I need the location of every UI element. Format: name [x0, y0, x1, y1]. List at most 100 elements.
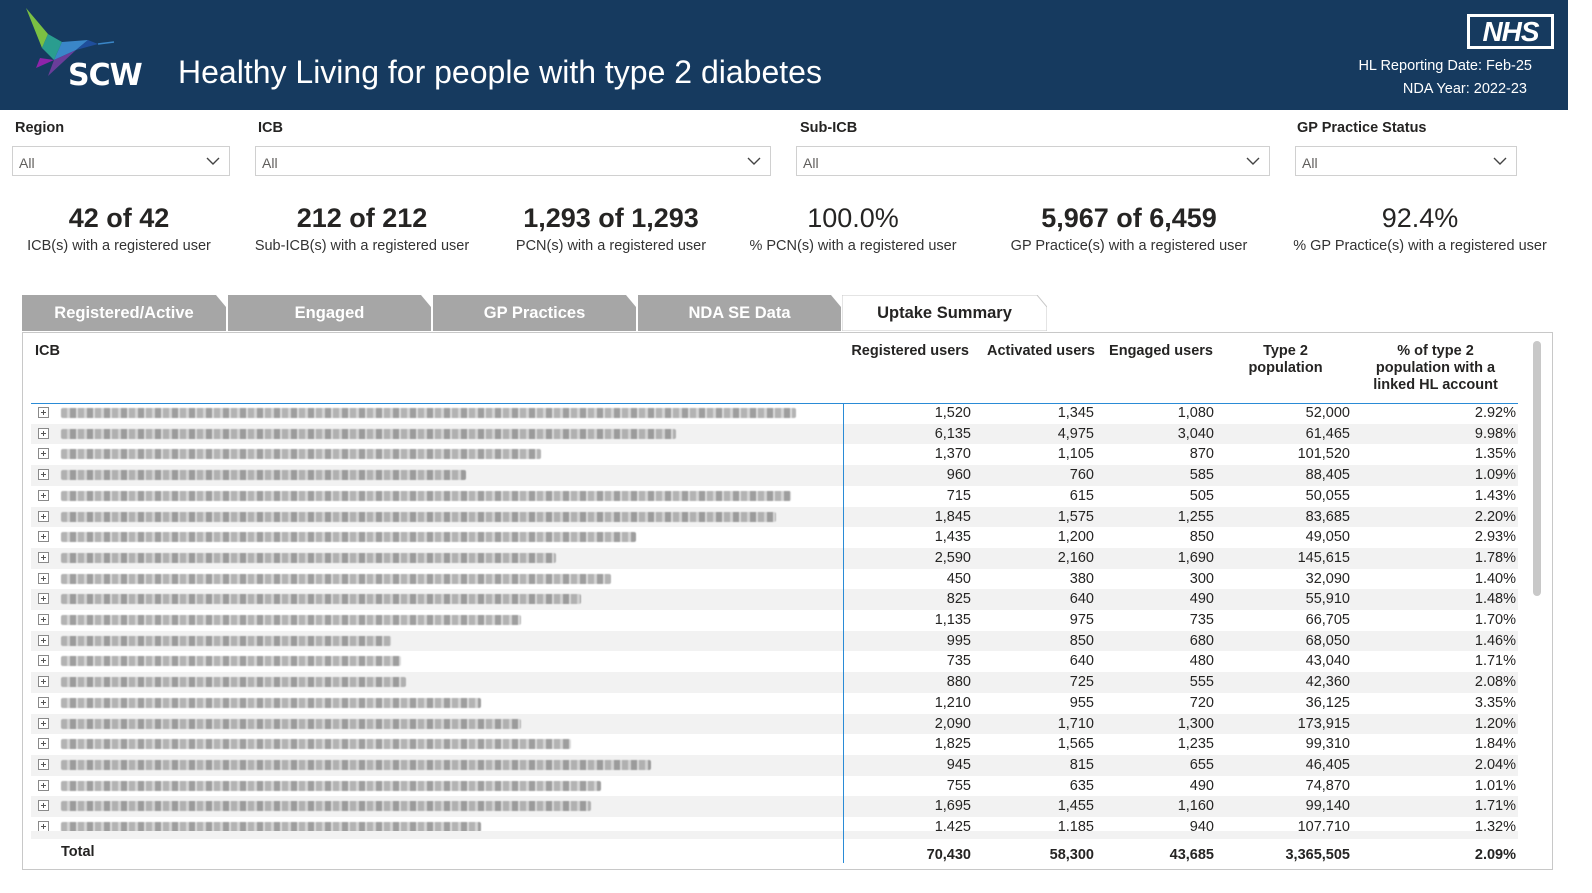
expand-icon[interactable]: [38, 572, 49, 584]
expand-icon[interactable]: [38, 551, 49, 563]
table-row[interactable]: 1,825 1,565 1,235 99,310 1.84%: [31, 734, 1518, 755]
column-header-type2-population[interactable]: Type 2 population: [1218, 343, 1353, 377]
tab-registered-active[interactable]: Registered/Active: [22, 295, 226, 331]
expand-icon[interactable]: [38, 489, 49, 501]
activated-cell: 1,200: [1057, 529, 1094, 546]
registered-cell: 1,210: [934, 694, 971, 711]
engaged-cell: 480: [1189, 653, 1214, 670]
engaged-cell: 490: [1189, 777, 1214, 794]
region-slicer[interactable]: All: [12, 146, 230, 176]
table-row[interactable]: 2,090 1,710 1,300 173,915 1.20%: [31, 713, 1518, 735]
pct-cell: 1.48%: [1474, 591, 1516, 608]
column-header-activated[interactable]: Activated users: [987, 343, 1095, 359]
redacted-icb-name: [61, 635, 391, 646]
table-row[interactable]: 1,435 1,200 850 49,050 2.93%: [31, 527, 1518, 548]
expand-icon[interactable]: [38, 614, 49, 625]
engaged-cell: 1,080: [1177, 405, 1214, 421]
expand-icon[interactable]: [38, 510, 49, 522]
chevron-down-icon: [1493, 157, 1507, 165]
kpi-card-icb: 42 of 42 ICB(s) with a registered user: [10, 200, 228, 254]
chevron-down-icon: [1246, 157, 1260, 165]
icb-slicer[interactable]: All: [255, 146, 771, 176]
header-line: Type 2: [1263, 343, 1308, 359]
expand-icon[interactable]: [38, 531, 49, 543]
tab-gp-practices[interactable]: GP Practices: [433, 295, 636, 331]
page-title: Healthy Living for people with type 2 di…: [178, 54, 822, 90]
expand-icon[interactable]: [38, 800, 49, 812]
type2-cell: 66,705: [1305, 612, 1350, 628]
type2-cell: 46,405: [1305, 756, 1350, 773]
activated-cell: 615: [1069, 487, 1094, 504]
table-row[interactable]: 715 615 505 50,055 1.43%: [31, 486, 1518, 507]
activated-cell: 760: [1069, 467, 1094, 484]
column-header-icb[interactable]: ICB: [35, 343, 60, 359]
table-row[interactable]: 1,520 1,345 1,080 52,000 2.92%: [31, 403, 1518, 424]
tab-nda-se-data[interactable]: NDA SE Data: [638, 295, 841, 331]
table-row[interactable]: 995 850 680 68,050 1.46%: [31, 630, 1518, 652]
tab-background: [433, 295, 636, 331]
table-row[interactable]: 735 640 480 43,040 1.71%: [31, 651, 1518, 672]
redacted-icb-name: [61, 697, 481, 708]
kpi-label: PCN(s) with a registered user: [515, 238, 707, 254]
pct-cell: 2.20%: [1474, 508, 1516, 525]
vertical-scrollbar[interactable]: [1533, 341, 1541, 596]
expand-icon[interactable]: [38, 758, 49, 770]
engaged-cell: 555: [1189, 674, 1214, 691]
table-row[interactable]: 1,210 955 720 36,125 3.35%: [31, 693, 1518, 714]
expand-icon[interactable]: [38, 655, 49, 667]
column-header-pct-linked[interactable]: % of type 2 population with a linked HL …: [1358, 343, 1513, 394]
tab-uptake-summary[interactable]: Uptake Summary: [842, 295, 1047, 331]
tab-engaged[interactable]: Engaged: [228, 295, 431, 331]
type2-cell: 55,910: [1305, 591, 1350, 608]
table-row[interactable]: 1,695 1,455 1,160 99,140 1.71%: [31, 796, 1518, 817]
gp-status-slicer[interactable]: All: [1295, 146, 1517, 176]
table-row[interactable]: 880 725 555 42,360 2.08%: [31, 672, 1518, 693]
table-row[interactable]: 960 760 585 88,405 1.09%: [31, 465, 1518, 486]
pct-cell: 2.92%: [1474, 405, 1516, 421]
expand-icon[interactable]: [38, 469, 49, 481]
column-header-registered[interactable]: Registered users: [851, 343, 969, 359]
header-line: % of type 2: [1397, 343, 1474, 359]
column-header-engaged[interactable]: Engaged users: [1109, 343, 1213, 359]
table-row[interactable]: 1,370 1,105 870 101,520 1.35%: [31, 444, 1518, 465]
table-row[interactable]: 1,135 975 735 66,705 1.70%: [31, 610, 1518, 631]
nhs-logo-text: NHS: [1470, 17, 1551, 46]
table-bottom-band: [31, 831, 1518, 839]
table-row[interactable]: 1,845 1,575 1,255 83,685 2.20%: [31, 506, 1518, 528]
activated-cell: 1,575: [1057, 508, 1094, 525]
activated-cell: 1,345: [1057, 405, 1094, 421]
registered-cell: 2,590: [934, 549, 971, 566]
table-row[interactable]: 755 635 490 74,870 1.01%: [31, 776, 1518, 797]
registered-cell: 735: [946, 653, 971, 670]
tab-label: NDA SE Data: [688, 304, 791, 322]
table-row[interactable]: 945 815 655 46,405 2.04%: [31, 754, 1518, 776]
expand-icon[interactable]: [38, 448, 49, 460]
expand-icon[interactable]: [38, 427, 49, 439]
brand-name: SCW: [68, 58, 143, 93]
registered-cell: 6,135: [934, 425, 971, 442]
expand-icon[interactable]: [38, 593, 49, 605]
type2-cell: 68,050: [1305, 632, 1350, 649]
engaged-cell: 585: [1189, 467, 1214, 484]
expand-icon[interactable]: [38, 696, 49, 708]
sub-icb-slicer[interactable]: All: [796, 146, 1270, 176]
redacted-icb-name: [61, 594, 581, 605]
table-row[interactable]: 2,590 2,160 1,690 145,615 1.78%: [31, 547, 1518, 569]
expand-icon[interactable]: [38, 738, 49, 750]
tab-background: [228, 295, 431, 331]
table-row[interactable]: 450 380 300 32,090 1.40%: [31, 569, 1518, 590]
expand-icon[interactable]: [38, 779, 49, 791]
expand-icon[interactable]: [38, 676, 49, 688]
redacted-icb-name: [61, 615, 521, 625]
expand-icon[interactable]: [38, 407, 49, 418]
sub-icb-slicer-label: Sub-ICB: [800, 120, 858, 136]
expand-icon[interactable]: [38, 634, 49, 646]
expand-icon[interactable]: [38, 717, 49, 729]
table-row[interactable]: 825 640 490 55,910 1.48%: [31, 589, 1518, 610]
redacted-icb-name: [61, 759, 651, 770]
engaged-cell: 680: [1189, 632, 1214, 649]
activated-cell: 975: [1069, 612, 1094, 628]
pct-cell: 3.35%: [1474, 694, 1516, 711]
table-row[interactable]: 6,135 4,975 3,040 61,465 9.98%: [31, 423, 1518, 445]
engaged-cell: 490: [1189, 591, 1214, 608]
